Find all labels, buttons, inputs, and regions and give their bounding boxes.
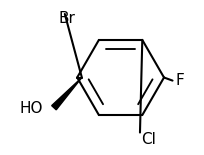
Text: Cl: Cl (142, 132, 156, 147)
Text: Br: Br (59, 11, 75, 26)
Polygon shape (52, 78, 82, 110)
Text: F: F (176, 73, 184, 88)
Text: HO: HO (20, 101, 43, 116)
